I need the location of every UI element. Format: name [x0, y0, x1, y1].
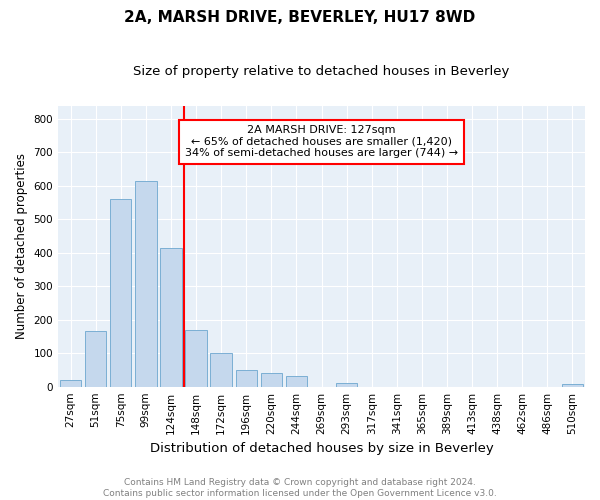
Bar	[110, 200, 131, 386]
Bar	[160, 248, 182, 386]
Bar	[135, 181, 157, 386]
Y-axis label: Number of detached properties: Number of detached properties	[15, 153, 28, 339]
Bar	[562, 384, 583, 386]
Bar	[236, 370, 257, 386]
Bar	[60, 380, 81, 386]
Bar	[286, 376, 307, 386]
Bar	[260, 374, 282, 386]
Bar	[85, 332, 106, 386]
Bar	[211, 352, 232, 386]
Title: Size of property relative to detached houses in Beverley: Size of property relative to detached ho…	[133, 65, 510, 78]
X-axis label: Distribution of detached houses by size in Beverley: Distribution of detached houses by size …	[149, 442, 493, 455]
Text: 2A MARSH DRIVE: 127sqm
← 65% of detached houses are smaller (1,420)
34% of semi-: 2A MARSH DRIVE: 127sqm ← 65% of detached…	[185, 125, 458, 158]
Text: Contains HM Land Registry data © Crown copyright and database right 2024.
Contai: Contains HM Land Registry data © Crown c…	[103, 478, 497, 498]
Text: 2A, MARSH DRIVE, BEVERLEY, HU17 8WD: 2A, MARSH DRIVE, BEVERLEY, HU17 8WD	[124, 10, 476, 25]
Bar	[185, 330, 207, 386]
Bar	[336, 382, 357, 386]
